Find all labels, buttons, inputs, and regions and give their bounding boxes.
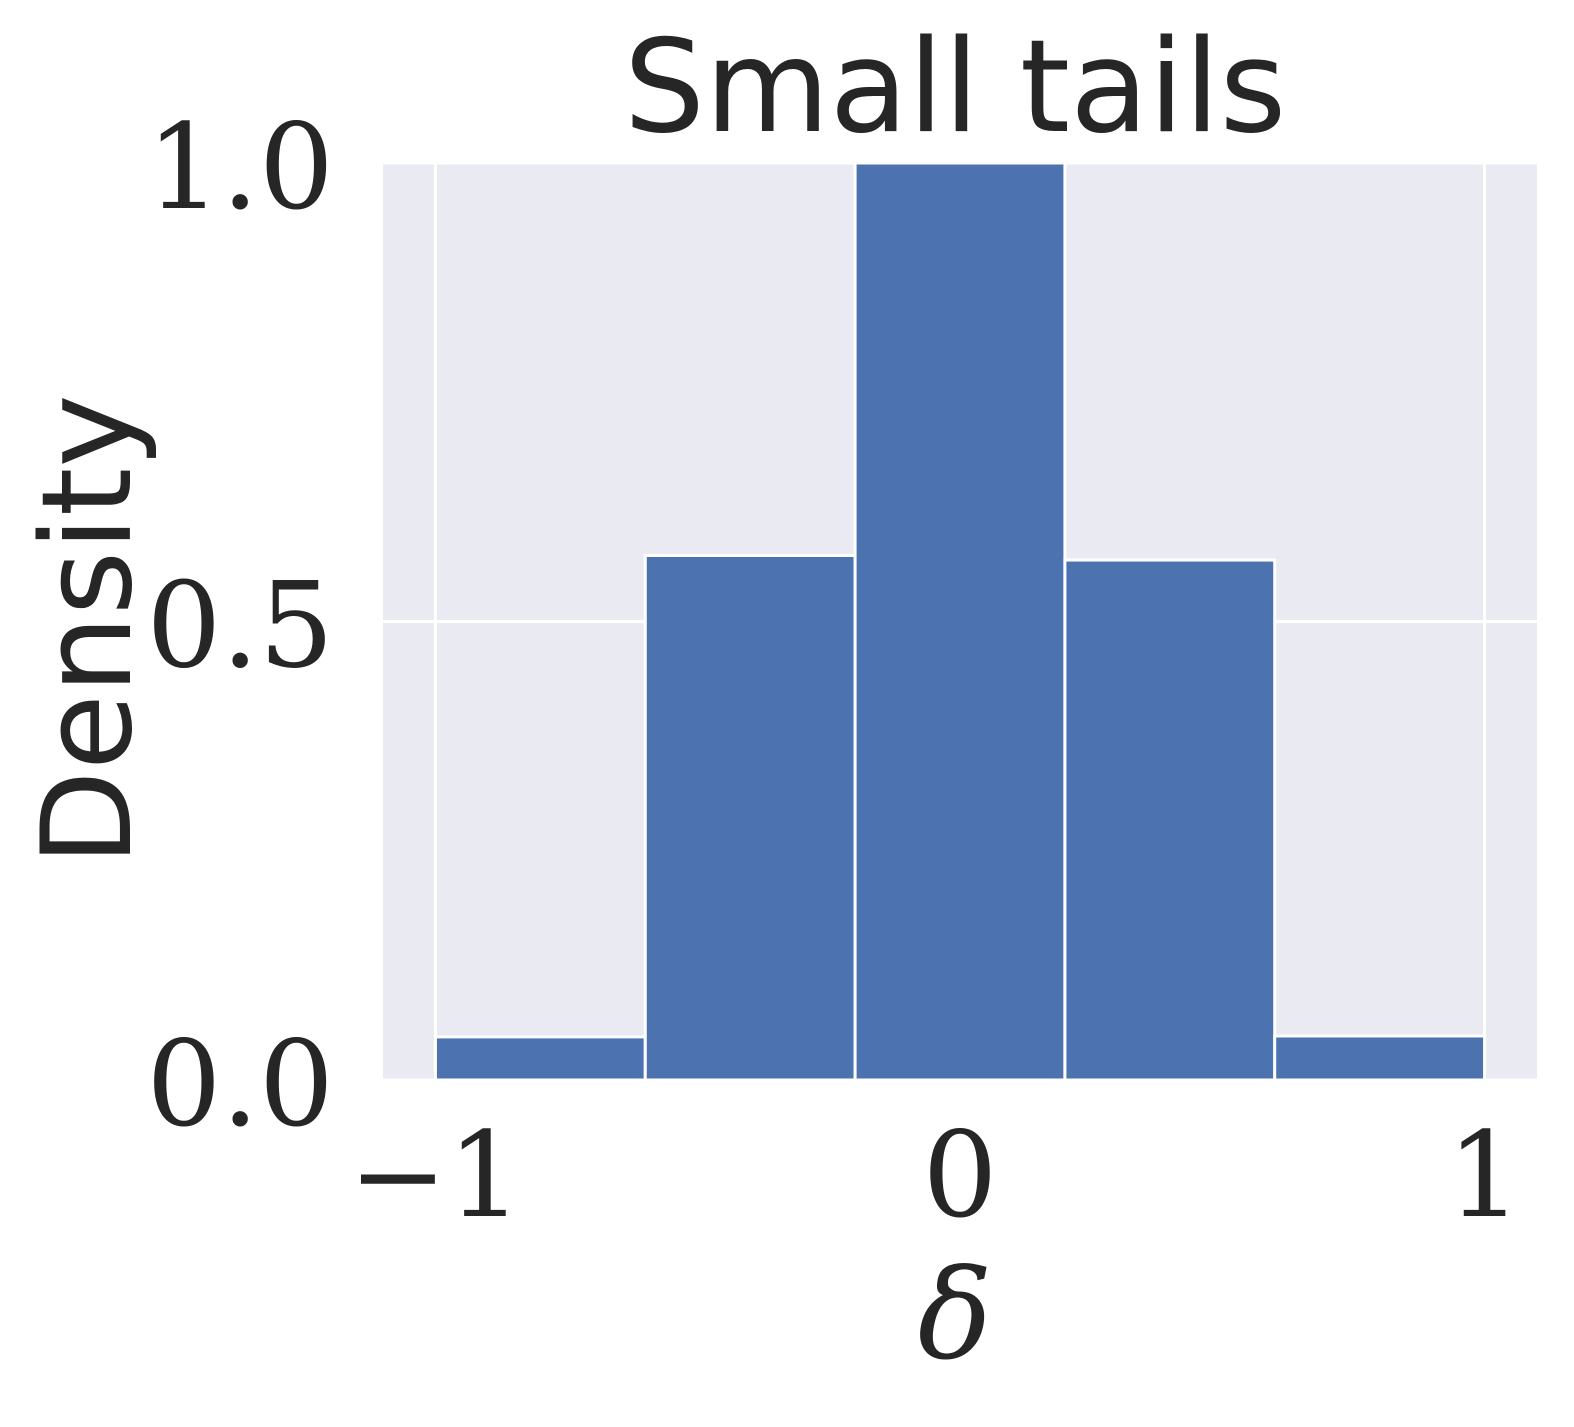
y-axis-label: Density: [16, 394, 160, 865]
x-tick-labels: −1 0 1: [348, 1106, 1522, 1244]
histogram-bars: [433, 161, 1487, 1082]
histogram-bar-2: [853, 161, 1067, 1082]
x-axis-label: δ: [918, 1244, 993, 1388]
y-tick-label-2: 1.0: [146, 98, 334, 236]
y-tick-label-0: 0.0: [146, 1015, 334, 1153]
x-tick-label-1: 0: [922, 1106, 997, 1244]
y-tick-labels: 0.0 0.5 1.0: [146, 98, 334, 1153]
y-tick-label-1: 0.5: [146, 557, 334, 695]
histogram-bar-1: [643, 553, 857, 1082]
chart-title: Small tails: [624, 13, 1287, 162]
histogram-bar-3: [1063, 558, 1277, 1082]
x-tick-label-0: −1: [348, 1106, 522, 1244]
x-tick-label-2: 1: [1447, 1106, 1522, 1244]
histogram-bar-4: [1273, 1034, 1487, 1082]
histogram-bar-0: [433, 1035, 647, 1082]
